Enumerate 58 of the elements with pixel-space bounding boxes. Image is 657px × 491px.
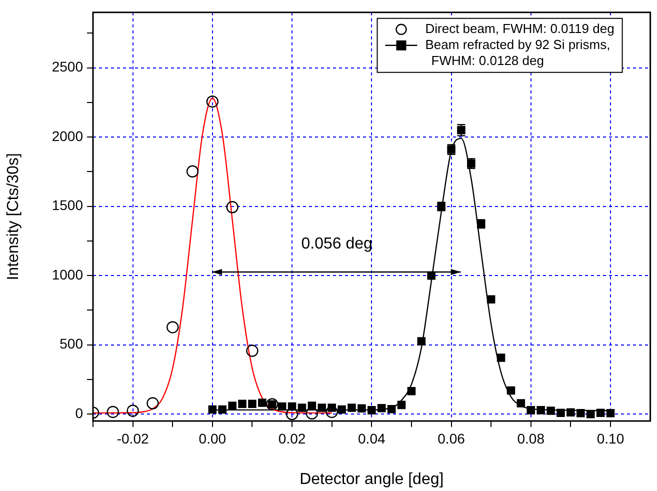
annotation: 0.056 deg bbox=[301, 236, 372, 253]
y-tick-label: 1000 bbox=[52, 266, 84, 282]
x-tick-label: 0.04 bbox=[358, 430, 386, 446]
y-tick-label: 1500 bbox=[52, 197, 84, 214]
y-tick-label: 2500 bbox=[52, 58, 84, 75]
point bbox=[208, 405, 217, 414]
point bbox=[326, 406, 338, 418]
x-tick-label: -0.02 bbox=[116, 430, 149, 446]
point bbox=[258, 398, 266, 407]
point bbox=[186, 165, 199, 178]
y-tick-label: 0 bbox=[75, 404, 84, 421]
point bbox=[146, 397, 159, 410]
point bbox=[486, 295, 496, 304]
point bbox=[126, 404, 139, 417]
point bbox=[246, 344, 258, 357]
x-tick-label: 0.00 bbox=[198, 430, 226, 446]
point bbox=[306, 407, 318, 420]
point bbox=[377, 404, 386, 412]
point bbox=[206, 96, 219, 108]
point bbox=[576, 408, 585, 418]
point bbox=[218, 405, 227, 414]
point bbox=[278, 402, 286, 411]
y-tick-label: 500 bbox=[60, 336, 84, 352]
point bbox=[397, 400, 406, 410]
point bbox=[348, 404, 356, 412]
y-axis-title: Intensity [Cts/30s] bbox=[5, 153, 22, 280]
point bbox=[407, 386, 416, 396]
point bbox=[358, 404, 366, 413]
point bbox=[248, 400, 256, 408]
point bbox=[526, 406, 536, 414]
point bbox=[106, 406, 120, 418]
legend-label: Direct beam, FWHM: 0.0119 deg bbox=[425, 20, 614, 36]
point bbox=[496, 354, 506, 362]
point bbox=[226, 201, 238, 214]
point bbox=[166, 321, 179, 334]
x-axis-title: Detector angle [deg] bbox=[300, 470, 444, 488]
x-tick-label: 0.08 bbox=[517, 430, 545, 446]
point bbox=[606, 408, 615, 418]
x-tick-label: 0.06 bbox=[438, 430, 466, 446]
point bbox=[387, 404, 396, 414]
point bbox=[318, 404, 326, 412]
point bbox=[238, 400, 246, 408]
point bbox=[298, 404, 306, 412]
point bbox=[338, 405, 346, 414]
y-tick-label: 2000 bbox=[52, 128, 84, 144]
point bbox=[556, 408, 565, 417]
x-tick-label: 0.02 bbox=[278, 430, 306, 446]
point bbox=[228, 402, 236, 410]
point bbox=[506, 386, 516, 395]
point bbox=[516, 399, 526, 408]
point bbox=[536, 406, 545, 414]
point bbox=[566, 408, 575, 417]
legend-label: Beam refracted by 92 Si prisms, FWHM: 0.0128 deg bbox=[425, 36, 610, 68]
point bbox=[546, 406, 555, 415]
point bbox=[368, 406, 376, 414]
point bbox=[596, 408, 605, 417]
point bbox=[417, 337, 426, 346]
x-tick-label: 0.10 bbox=[596, 430, 624, 446]
